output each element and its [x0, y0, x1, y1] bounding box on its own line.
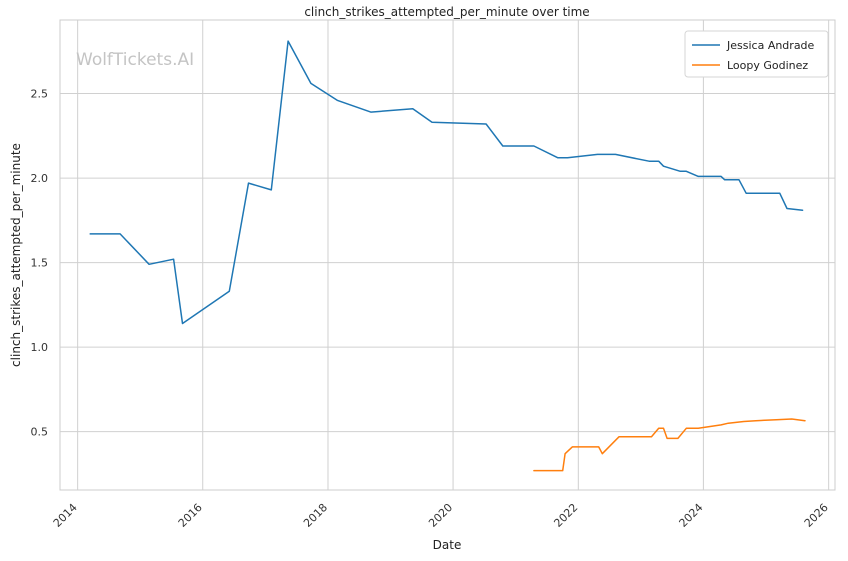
grid [60, 20, 835, 490]
plot-area [59, 19, 836, 491]
x-tick-label: 2026 [802, 501, 831, 530]
y-tick-label: 0.5 [31, 426, 49, 439]
legend: Jessica Andrade Loopy Godinez [684, 30, 829, 78]
series-line-loopy-godinez [533, 418, 806, 472]
x-axis-label: Date [433, 538, 462, 552]
y-axis-label: clinch_strikes_attempted_per_minute [9, 143, 23, 367]
y-tick-label: 2.0 [31, 172, 49, 185]
y-axis-ticks: 0.5 1.0 1.5 2.0 2.5 [31, 88, 49, 439]
x-tick-label: 2020 [426, 501, 455, 530]
x-tick-label: 2016 [176, 501, 205, 530]
x-tick-label: 2018 [301, 501, 330, 530]
x-tick-label: 2024 [677, 501, 706, 530]
x-tick-label: 2022 [551, 501, 580, 530]
x-axis-ticks: 2014 2016 2018 2020 2022 2024 2026 [51, 501, 831, 530]
y-tick-label: 1.5 [31, 257, 49, 270]
legend-box [684, 30, 829, 78]
chart-title: clinch_strikes_attempted_per_minute over… [304, 5, 589, 19]
series-lines [89, 40, 806, 472]
legend-entry: Jessica Andrade [726, 39, 815, 52]
y-tick-label: 1.0 [31, 341, 49, 354]
watermark: WolfTickets.AI [76, 50, 194, 70]
x-tick-label: 2014 [51, 501, 80, 530]
series-line-jessica-andrade [89, 40, 804, 325]
legend-entry: Loopy Godinez [727, 59, 808, 72]
y-tick-label: 2.5 [31, 88, 49, 101]
